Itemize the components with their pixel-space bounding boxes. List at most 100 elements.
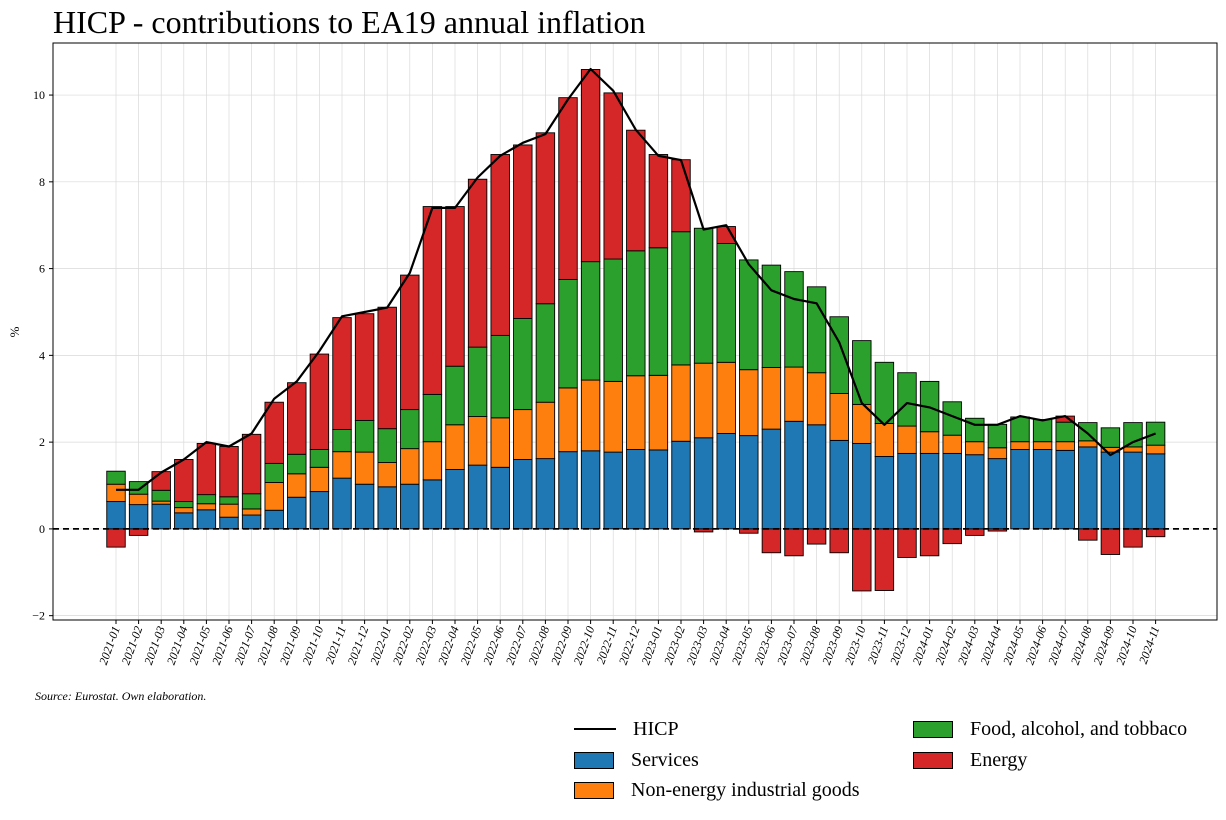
bar-services-2023-09: [829, 439, 849, 530]
bar-food-alcohol-and-tobbaco-2022-09: [558, 278, 578, 389]
bar-energy-2021-07: [241, 433, 262, 495]
bar-food-alcohol-and-tobbaco-2022-05: [467, 346, 488, 417]
bar-non-energy-industrial-goods-2024-10: [1123, 446, 1143, 453]
bar-energy-2023-12: [897, 528, 917, 558]
y-tick-label: 10: [33, 88, 45, 102]
bar-services-2022-06: [490, 466, 510, 530]
bar-energy-2021-05: [196, 442, 217, 496]
bar-non-energy-industrial-goods-2021-09: [287, 473, 307, 498]
bar-non-energy-industrial-goods-2022-03: [422, 441, 443, 481]
bar-food-alcohol-and-tobbaco-2021-10: [309, 449, 330, 468]
bar-energy-2023-10: [852, 528, 872, 592]
legend-label-energy: Energy: [970, 748, 1028, 771]
bar-services-2022-11: [603, 451, 623, 530]
bar-non-energy-industrial-goods-2021-03: [151, 500, 171, 505]
bar-food-alcohol-and-tobbaco-2022-11: [603, 258, 623, 382]
bar-food-alcohol-and-tobbaco-2021-07: [241, 493, 262, 510]
bar-energy-2021-08: [264, 401, 284, 464]
bar-services-2022-07: [513, 459, 533, 530]
bar-energy-2024-02: [942, 528, 962, 545]
y-tick-label: 0: [39, 522, 45, 536]
bar-services-2022-10: [580, 450, 601, 530]
bar-energy-2024-08: [1078, 528, 1098, 541]
bar-energy-2022-05: [467, 178, 488, 348]
bar-non-energy-industrial-goods-2024-01: [919, 431, 940, 454]
bar-food-alcohol-and-tobbaco-2023-04: [716, 242, 736, 363]
bar-non-energy-industrial-goods-2022-06: [490, 417, 510, 468]
bar-non-energy-industrial-goods-2022-04: [445, 424, 465, 470]
bar-food-alcohol-and-tobbaco-2023-02: [671, 231, 691, 366]
bar-food-alcohol-and-tobbaco-2022-07: [513, 318, 533, 411]
bar-energy-2023-02: [671, 159, 691, 233]
bar-non-energy-industrial-goods-2021-12: [354, 451, 375, 485]
bar-non-energy-industrial-goods-2021-10: [309, 466, 330, 493]
bar-food-alcohol-and-tobbaco-2021-04: [174, 501, 194, 509]
bar-food-alcohol-and-tobbaco-2022-10: [580, 261, 601, 381]
bar-food-alcohol-and-tobbaco-2024-04: [987, 423, 1008, 449]
bar-food-alcohol-and-tobbaco-2021-01: [106, 470, 126, 485]
bar-services-2022-12: [626, 449, 646, 530]
bar-non-energy-industrial-goods-2023-07: [784, 366, 804, 422]
bar-non-energy-industrial-goods-2022-09: [558, 387, 578, 453]
bar-services-2021-12: [354, 483, 375, 530]
x-tick-label-2024-11: 2024-11: [1136, 624, 1163, 666]
bar-non-energy-industrial-goods-2022-08: [535, 401, 556, 460]
bar-energy-2021-06: [219, 446, 239, 498]
bar-services-2023-11: [874, 455, 895, 530]
source-note: Source: Eurostat. Own elaboration.: [35, 689, 207, 703]
bar-energy-2024-03: [965, 528, 985, 536]
bar-food-alcohol-and-tobbaco-2021-06: [219, 496, 239, 505]
bar-food-alcohol-and-tobbaco-2024-08: [1078, 422, 1098, 442]
bar-food-alcohol-and-tobbaco-2022-01: [377, 428, 397, 463]
bar-services-2024-11: [1145, 453, 1166, 530]
bar-non-energy-industrial-goods-2023-12: [897, 425, 917, 454]
bar-non-energy-industrial-goods-2023-04: [716, 361, 736, 434]
y-tick-label: −2: [32, 609, 45, 623]
y-tick-label: 2: [39, 435, 45, 449]
bar-energy-2024-09: [1100, 528, 1121, 555]
chart-title: HICP - contributions to EA19 annual infl…: [53, 4, 646, 40]
plot-frame: [52, 42, 1218, 621]
legend-item-neig: Non-energy industrial goods: [574, 775, 860, 805]
bar-services-2024-05: [1010, 449, 1030, 530]
bar-food-alcohol-and-tobbaco-2022-08: [535, 303, 556, 403]
y-tick-label: 6: [39, 262, 45, 276]
bar-services-2023-02: [671, 440, 691, 530]
bar-energy-2022-06: [490, 154, 510, 336]
bar-non-energy-industrial-goods-2023-05: [739, 369, 759, 437]
bar-food-alcohol-and-tobbaco-2021-03: [151, 489, 171, 502]
bar-energy-2022-07: [513, 144, 533, 319]
bar-energy-2021-04: [174, 459, 194, 503]
bar-non-energy-industrial-goods-2024-07: [1055, 441, 1075, 451]
bar-energy-2022-03: [422, 206, 443, 395]
bar-services-2022-09: [558, 451, 578, 530]
bar-energy-2024-01: [919, 528, 940, 557]
bars: [106, 69, 1166, 592]
legend-item-energy: Energy: [913, 745, 1027, 775]
bar-non-energy-industrial-goods-2023-08: [806, 372, 827, 426]
bar-non-energy-industrial-goods-2021-07: [241, 508, 262, 516]
bar-food-alcohol-and-tobbaco-2021-12: [354, 419, 375, 453]
legend-label-hicp: HICP: [633, 717, 679, 740]
bar-energy-2021-03: [151, 471, 171, 491]
bar-non-energy-industrial-goods-2021-01: [106, 483, 126, 503]
bar-food-alcohol-and-tobbaco-2023-09: [829, 316, 849, 394]
bar-non-energy-industrial-goods-2022-07: [513, 409, 533, 460]
bar-services-2023-03: [693, 437, 714, 530]
bar-non-energy-industrial-goods-2024-03: [965, 441, 985, 456]
bar-non-energy-industrial-goods-2021-11: [332, 451, 352, 479]
bar-energy-2021-10: [309, 353, 330, 450]
hicp-line: [116, 67, 1156, 491]
bar-non-energy-industrial-goods-2024-05: [1010, 441, 1030, 450]
bar-non-energy-industrial-goods-2023-09: [829, 393, 849, 441]
bar-services-2023-05: [739, 435, 759, 530]
bar-services-2022-02: [400, 483, 420, 530]
bar-food-alcohol-and-tobbaco-2024-06: [1032, 419, 1053, 443]
bar-services-2024-04: [987, 458, 1008, 530]
y-tick-label: 4: [39, 348, 45, 362]
legend-label-neig: Non-energy industrial goods: [631, 778, 860, 801]
bar-services-2021-06: [219, 516, 239, 530]
legend-item-services: Services: [574, 745, 699, 775]
legend-swatch-services: [574, 751, 614, 769]
bar-food-alcohol-and-tobbaco-2023-07: [784, 271, 804, 368]
